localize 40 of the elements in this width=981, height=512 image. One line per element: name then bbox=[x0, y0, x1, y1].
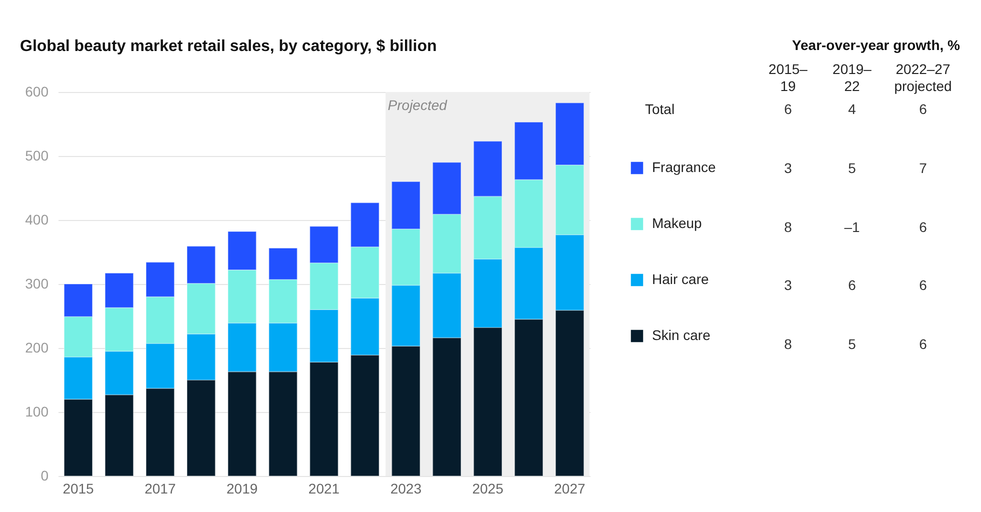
y-tick-label: 400 bbox=[25, 212, 49, 228]
text: Year-over-year growth, % bbox=[792, 37, 961, 53]
text: 4 bbox=[848, 101, 856, 117]
category-label: 2019–22 bbox=[832, 61, 872, 94]
text: 6 bbox=[919, 277, 927, 293]
text: 5 bbox=[848, 160, 856, 176]
text: 6 bbox=[919, 101, 927, 117]
text: 3 bbox=[784, 277, 792, 293]
text: 5 bbox=[848, 336, 856, 352]
text: 7 bbox=[919, 160, 927, 176]
band-label: Projected bbox=[388, 97, 448, 113]
category-label: 2022–27 projected bbox=[894, 61, 952, 94]
chart-title: Global beauty market retail sales, by category, $ billion bbox=[20, 38, 437, 55]
text: 3 bbox=[784, 160, 792, 176]
x-tick-label: 2027 bbox=[554, 480, 586, 496]
legend-label: Hair care bbox=[652, 271, 710, 287]
legend-label: Makeup bbox=[652, 215, 702, 231]
x-tick-label: 2021 bbox=[308, 480, 340, 496]
x-tick-label: 2025 bbox=[472, 480, 504, 496]
legend-label: Fragrance bbox=[652, 159, 716, 175]
x-tick-label: 2023 bbox=[390, 480, 422, 496]
y-tick-label: 600 bbox=[25, 84, 49, 100]
y-tick-label: 100 bbox=[25, 404, 49, 420]
text: 6 bbox=[848, 277, 856, 293]
text: 8 bbox=[784, 336, 792, 352]
y-tick-label: 200 bbox=[25, 340, 49, 356]
text: 6 bbox=[919, 219, 927, 235]
y-tick-label: 300 bbox=[25, 276, 49, 292]
category-label: 2015–19 bbox=[768, 61, 808, 94]
legend-label: Skin care bbox=[652, 327, 711, 343]
text: 6 bbox=[919, 336, 927, 352]
y-tick-label: 0 bbox=[40, 468, 49, 484]
text: 8 bbox=[784, 219, 792, 235]
y-tick-label: 500 bbox=[25, 148, 49, 164]
text: –1 bbox=[844, 219, 860, 235]
category-label: Total bbox=[645, 101, 675, 117]
x-tick-label: 2019 bbox=[226, 480, 258, 496]
text: 6 bbox=[784, 101, 792, 117]
x-tick-label: 2017 bbox=[144, 480, 176, 496]
x-tick-label: 2015 bbox=[62, 480, 94, 496]
